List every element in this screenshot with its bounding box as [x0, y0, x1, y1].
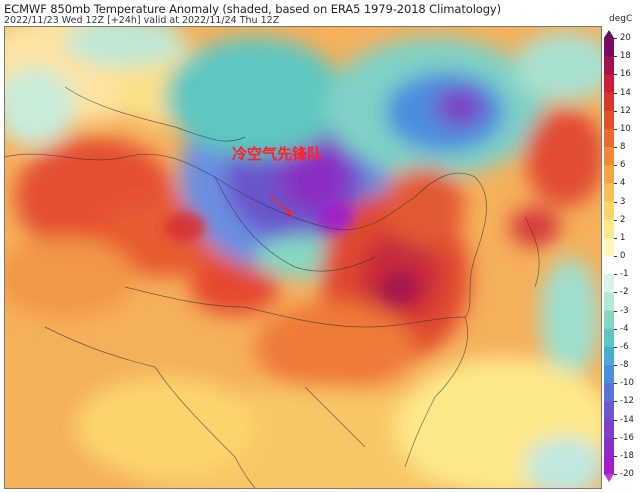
colorbar-tick-label: -18 [620, 450, 634, 461]
colorbar-tick-label: -2 [620, 287, 629, 298]
colorbar-tick-label: 16 [620, 69, 631, 80]
colorbar-tick-label: -14 [620, 414, 634, 425]
colorbar-tick [614, 437, 617, 439]
colorbar-segment [604, 310, 614, 330]
colorbar-segment [604, 256, 614, 275]
colorbar-tick [614, 401, 617, 403]
colorbar-top-arrow [604, 30, 614, 38]
colorbar-tick-label: -6 [620, 341, 629, 352]
colorbar-tick [614, 219, 617, 221]
colorbar-segment [604, 201, 614, 221]
colorbar-tick [614, 110, 617, 112]
colorbar-segment [604, 365, 614, 384]
colorbar-segment [604, 128, 614, 148]
colorbar-segment [604, 455, 614, 475]
colorbar-tick [614, 183, 617, 185]
colorbar-segment [604, 401, 614, 420]
colorbar-segment [604, 92, 614, 112]
colorbar-tick-label: -1 [620, 269, 629, 280]
colorbar-tick [614, 237, 617, 239]
colorbar-tick-label: 12 [620, 105, 631, 116]
colorbar-tick [614, 292, 617, 294]
colorbar-tick-label: -10 [620, 378, 634, 389]
colorbar-tick [614, 310, 617, 312]
colorbar-tick [614, 165, 617, 167]
colorbar-unit: degC [609, 14, 633, 24]
colorbar-tick [614, 455, 617, 457]
colorbar-tick [614, 201, 617, 203]
colorbar-tick-label: 14 [620, 87, 631, 98]
colorbar-segment [604, 292, 614, 311]
colorbar-tick-label: 1 [620, 232, 626, 243]
colorbar-tick-label: -3 [620, 305, 629, 316]
colorbar-tick-label: 0 [620, 251, 626, 261]
colorbar-segment [604, 237, 614, 257]
colorbar [604, 30, 614, 482]
colorbar-tick [614, 383, 617, 385]
colorbar-tick-label: -4 [620, 323, 629, 334]
colorbar-tick [614, 74, 617, 76]
colorbar-tick [614, 147, 617, 148]
colorbar-tick-label: -12 [620, 396, 634, 407]
colorbar-segment [604, 383, 614, 402]
colorbar-segment [604, 437, 614, 457]
colorbar-segment [604, 147, 614, 166]
colorbar-tick [614, 256, 617, 257]
colorbar-tick-label: -20 [620, 469, 634, 479]
colorbar-tick-label: 2 [620, 214, 626, 225]
colorbar-segment [604, 74, 614, 93]
cold-air-annotation: 冷空气先锋队 [232, 145, 323, 163]
chart-title: ECMWF 850mb Temperature Anomaly (shaded,… [4, 2, 502, 16]
colorbar-tick-label: 20 [620, 33, 631, 43]
colorbar-tick [614, 274, 617, 276]
colorbar-tick [614, 419, 617, 421]
colorbar-tick-label: -8 [620, 360, 629, 370]
colorbar-tick [614, 346, 617, 348]
colorbar-tick [614, 38, 617, 39]
colorbar-tick-label: 6 [620, 160, 626, 171]
colorbar-tick-label: 8 [620, 142, 626, 152]
colorbar-segment [604, 56, 614, 75]
colorbar-bottom-arrow [604, 474, 614, 482]
colorbar-tick [614, 474, 617, 475]
colorbar-segment [604, 346, 614, 366]
colorbar-segment [604, 110, 614, 130]
colorbar-segment [604, 219, 614, 239]
colorbar-tick-label: 18 [620, 51, 631, 62]
colorbar-segment [604, 274, 614, 293]
chart-subtitle: 2022/11/23 Wed 12Z [+24h] valid at 2022/… [4, 15, 280, 26]
colorbar-segment [604, 183, 614, 202]
colorbar-segment [604, 419, 614, 439]
colorbar-tick-label: -16 [620, 432, 634, 443]
colorbar-tick [614, 56, 617, 58]
colorbar-tick [614, 365, 617, 366]
colorbar-tick [614, 128, 617, 130]
temperature-anomaly-map [4, 26, 602, 489]
colorbar-tick-label: 10 [620, 123, 631, 134]
colorbar-segment [604, 328, 614, 348]
colorbar-segment [604, 165, 614, 184]
colorbar-tick [614, 328, 617, 330]
colorbar-tick [614, 92, 617, 94]
colorbar-tick-label: 4 [620, 178, 626, 189]
colorbar-tick-label: 3 [620, 196, 626, 207]
colorbar-segment [604, 38, 614, 57]
